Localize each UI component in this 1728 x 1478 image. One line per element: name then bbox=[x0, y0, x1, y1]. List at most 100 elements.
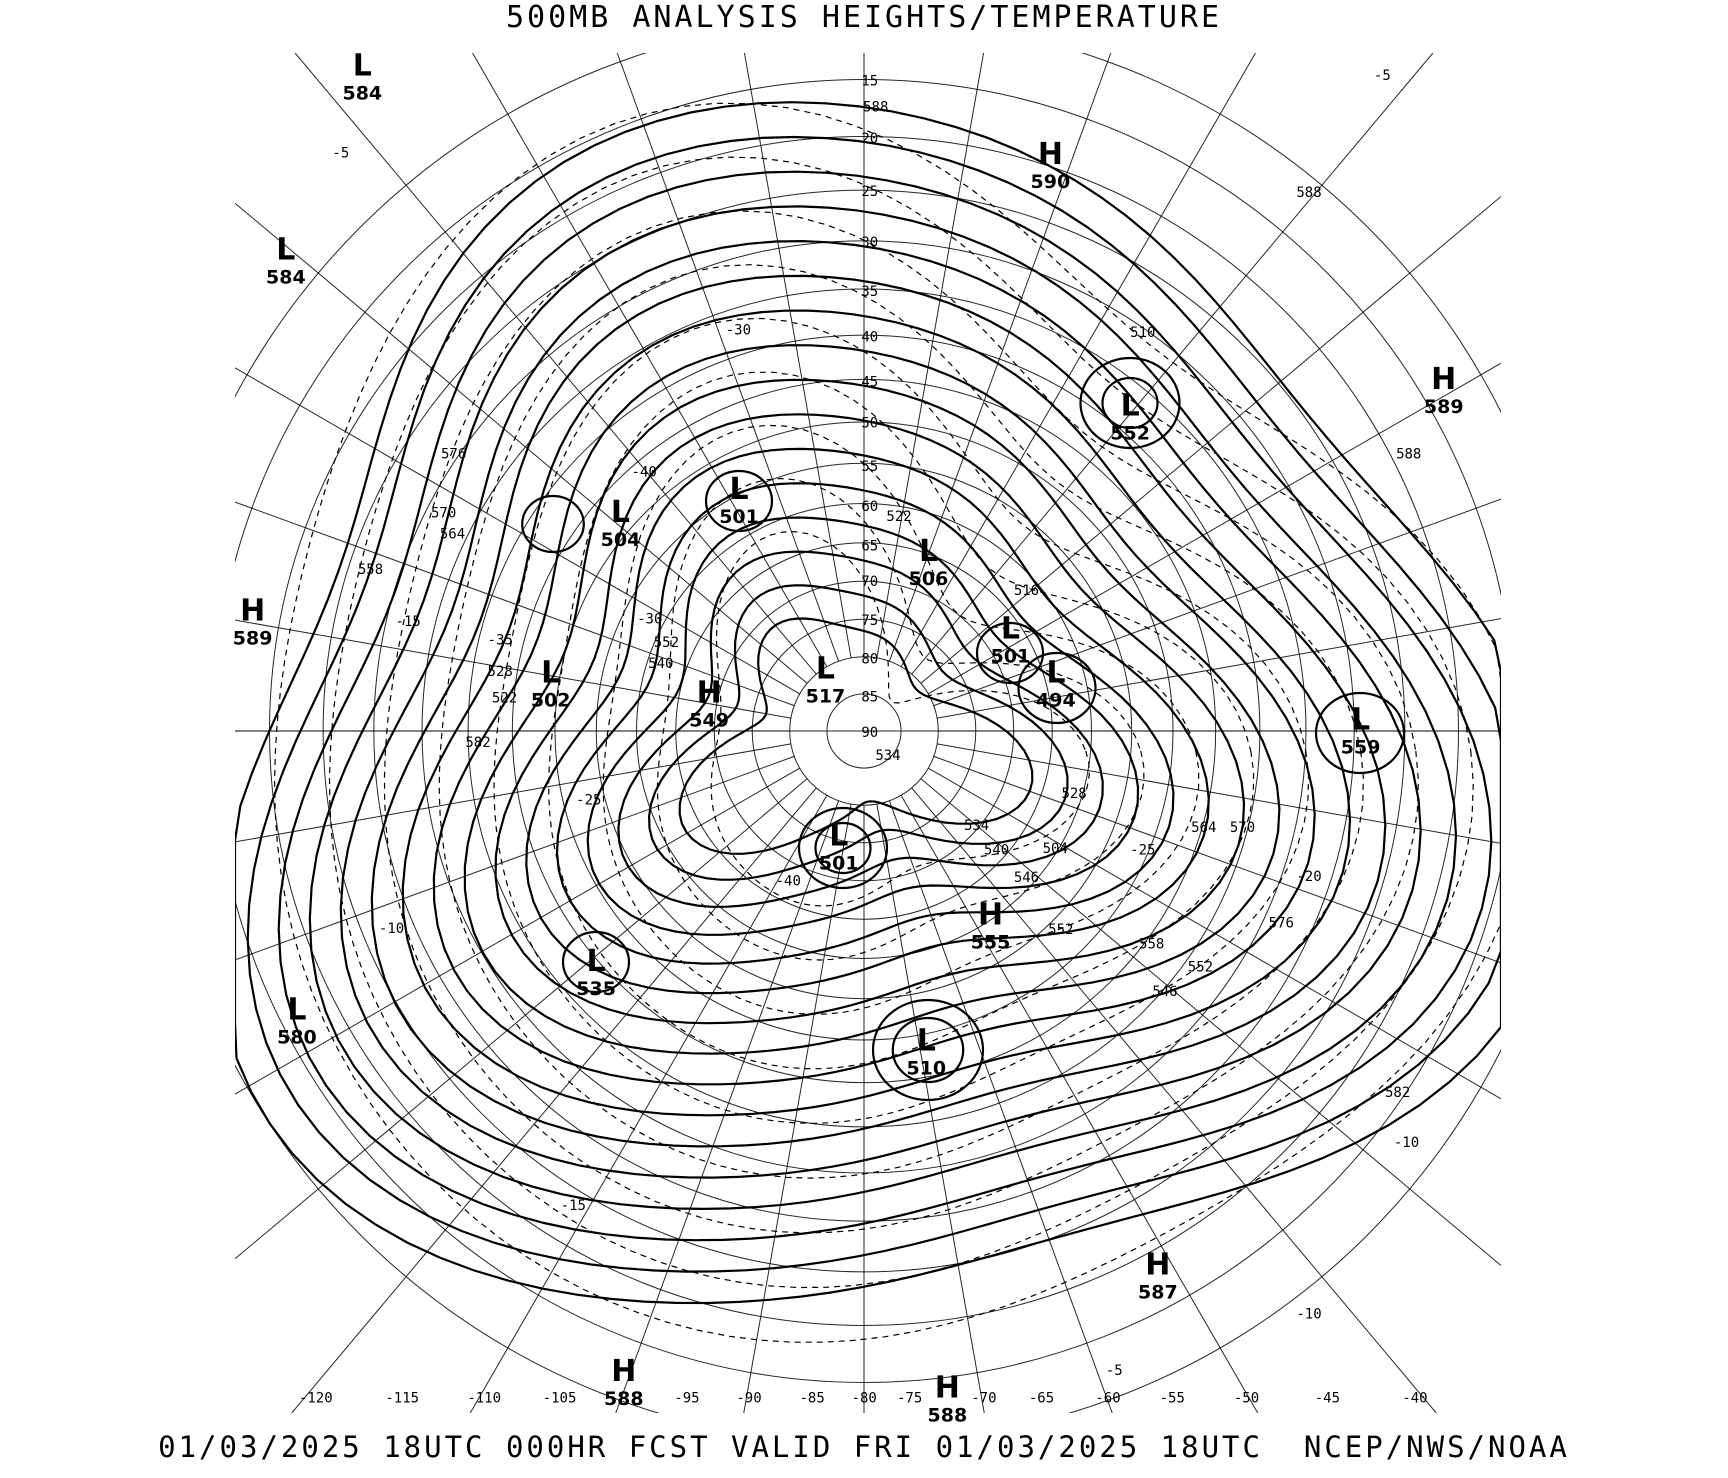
meridian-line bbox=[888, 53, 1112, 662]
latitude-label: 15 bbox=[861, 73, 878, 89]
center-value: 580 bbox=[277, 1027, 317, 1049]
longitude-label: -60 bbox=[1095, 1391, 1120, 1407]
closed-contour bbox=[891, 1016, 965, 1084]
center-symbol: L bbox=[1351, 702, 1370, 737]
temperature-contour bbox=[656, 477, 1145, 961]
contour-label: 558 bbox=[1139, 936, 1164, 952]
meridian-line bbox=[876, 53, 985, 658]
closed-contour bbox=[561, 930, 631, 994]
center-value: 504 bbox=[601, 529, 641, 551]
contour-label: -30 bbox=[726, 323, 751, 339]
height-contour bbox=[678, 617, 1034, 855]
meridian-line bbox=[920, 196, 1501, 684]
center-value: 588 bbox=[928, 1404, 968, 1426]
longitude-label: -70 bbox=[971, 1391, 996, 1407]
contour-label: -10 bbox=[1296, 1307, 1321, 1323]
meridian-line bbox=[616, 53, 840, 662]
latitude-label: 30 bbox=[861, 235, 878, 251]
contour-label: 588 bbox=[863, 99, 888, 115]
longitude-label: -95 bbox=[674, 1391, 699, 1407]
contour-label: 510 bbox=[1130, 325, 1155, 341]
temperature-contour bbox=[438, 264, 1365, 1179]
contour-label: 546 bbox=[1152, 984, 1177, 1000]
meridian-line bbox=[294, 53, 817, 675]
height-contour bbox=[555, 482, 1175, 965]
contour-label: 504 bbox=[1043, 841, 1068, 857]
center-value: 590 bbox=[1031, 171, 1071, 193]
contour-label: -25 bbox=[576, 792, 601, 808]
latitude-label: 40 bbox=[861, 329, 878, 345]
contour-label: -15 bbox=[561, 1198, 586, 1214]
meridian-line bbox=[888, 800, 1113, 1413]
latitude-label: 85 bbox=[861, 689, 878, 705]
meridian-line bbox=[911, 787, 1437, 1413]
contour-label: -20 bbox=[1296, 869, 1321, 885]
latitude-label: 75 bbox=[861, 613, 878, 629]
closed-contour bbox=[814, 821, 872, 875]
contour-label: -40 bbox=[776, 873, 801, 889]
meridian-line bbox=[933, 755, 1501, 964]
closed-contour bbox=[975, 621, 1045, 685]
height-contours bbox=[235, 101, 1501, 1305]
height-contour bbox=[246, 135, 1501, 1273]
height-contour bbox=[463, 378, 1281, 1055]
height-contour bbox=[235, 101, 1501, 1305]
height-contour bbox=[494, 413, 1246, 1025]
center-value: 559 bbox=[1341, 736, 1381, 758]
center-symbol: L bbox=[729, 472, 748, 507]
contour-label: -15 bbox=[396, 614, 421, 630]
center-value: 510 bbox=[906, 1058, 946, 1080]
contour-label: -25 bbox=[1130, 842, 1155, 858]
contour-label: 552 bbox=[1048, 922, 1073, 938]
temperature-contour bbox=[328, 156, 1474, 1289]
center-value: 589 bbox=[1424, 396, 1464, 418]
contour-label: 576 bbox=[441, 447, 466, 463]
center-symbol: L bbox=[611, 495, 630, 530]
height-contour bbox=[401, 309, 1352, 1117]
center-value: 587 bbox=[1138, 1281, 1178, 1303]
longitude-label: -75 bbox=[897, 1391, 922, 1407]
closed-contour bbox=[871, 998, 985, 1102]
contour-label: 564 bbox=[440, 526, 465, 542]
map-labels: -120 -115 -110 -105 -95 -90 -85 -80 -75 -70 -65 -60… bbox=[299, 68, 1428, 1407]
height-contour bbox=[308, 205, 1458, 1211]
center-value: 584 bbox=[342, 83, 382, 105]
latitude-label: 25 bbox=[861, 184, 878, 200]
center-symbol: L bbox=[541, 656, 560, 691]
latitude-label: 20 bbox=[861, 131, 878, 147]
center-symbol: L bbox=[1046, 656, 1065, 691]
meridian-line bbox=[900, 53, 1256, 667]
center-value: 502 bbox=[531, 690, 571, 712]
center-symbol: H bbox=[611, 1354, 636, 1389]
center-symbol: H bbox=[935, 1370, 960, 1405]
center-value: 552 bbox=[1110, 423, 1150, 445]
center-value: 555 bbox=[971, 931, 1011, 953]
meridian-line bbox=[911, 53, 1434, 675]
meridian-line bbox=[235, 367, 800, 695]
meridian-line bbox=[743, 53, 852, 658]
longitude-label: -105 bbox=[543, 1391, 577, 1407]
latitude-label: 65 bbox=[861, 539, 878, 555]
latitude-label: 35 bbox=[861, 284, 878, 300]
latitude-label: 45 bbox=[861, 375, 878, 391]
center-symbol: L bbox=[816, 651, 835, 686]
contour-label: -10 bbox=[379, 921, 404, 937]
center-value: 535 bbox=[576, 978, 616, 1000]
contour-label: 522 bbox=[492, 690, 517, 706]
contour-label: 546 bbox=[1014, 870, 1039, 886]
meridian-line bbox=[235, 755, 795, 961]
closed-contour bbox=[1101, 376, 1159, 430]
